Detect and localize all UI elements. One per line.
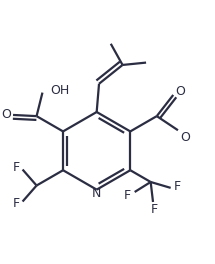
Text: O: O: [2, 109, 11, 121]
Text: F: F: [174, 180, 181, 193]
Text: F: F: [12, 197, 20, 210]
Text: F: F: [124, 189, 131, 202]
Text: N: N: [92, 187, 102, 200]
Text: O: O: [175, 85, 185, 98]
Text: O: O: [180, 131, 190, 144]
Text: OH: OH: [51, 84, 70, 97]
Text: F: F: [12, 161, 20, 174]
Text: F: F: [151, 203, 158, 216]
